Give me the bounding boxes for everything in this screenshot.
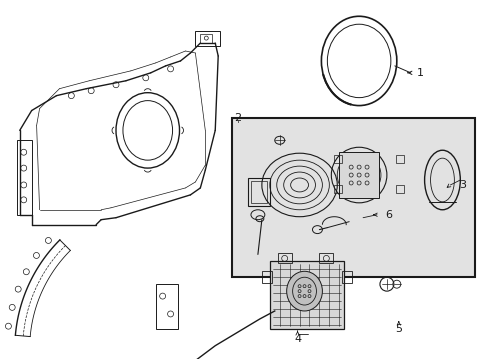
Bar [155,284,177,329]
Bar [339,152,378,198]
Bar [200,34,212,43]
Text: 2: 2 [234,113,241,123]
Bar [247,178,269,206]
Bar [334,185,342,193]
Bar [395,155,403,163]
Text: 6: 6 [385,210,391,220]
Bar [342,271,351,283]
Bar [232,118,474,277]
Bar [269,261,344,329]
Bar [334,155,342,163]
Bar [195,31,220,46]
Text: 3: 3 [458,180,465,190]
Bar [17,140,32,215]
Text: 1: 1 [416,68,423,78]
Text: 5: 5 [394,324,402,334]
Bar [395,185,403,193]
Ellipse shape [286,271,322,311]
Bar [277,253,291,264]
Bar [250,181,266,203]
Bar [319,253,333,264]
Text: 4: 4 [293,334,301,344]
Bar [262,271,271,283]
